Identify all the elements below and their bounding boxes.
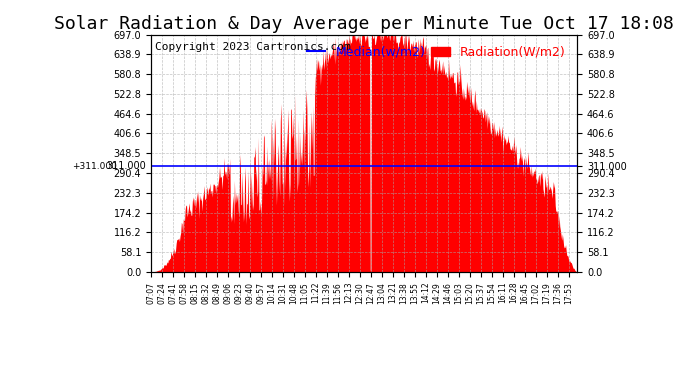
Title: Solar Radiation & Day Average per Minute Tue Oct 17 18:08: Solar Radiation & Day Average per Minute… <box>54 15 674 33</box>
Legend: Median(w/m2), Radiation(W/m2): Median(w/m2), Radiation(W/m2) <box>302 41 571 64</box>
Text: 311.000: 311.000 <box>106 161 146 171</box>
Text: +311.000: +311.000 <box>72 162 117 171</box>
Text: Copyright 2023 Cartronics.com: Copyright 2023 Cartronics.com <box>155 42 351 52</box>
